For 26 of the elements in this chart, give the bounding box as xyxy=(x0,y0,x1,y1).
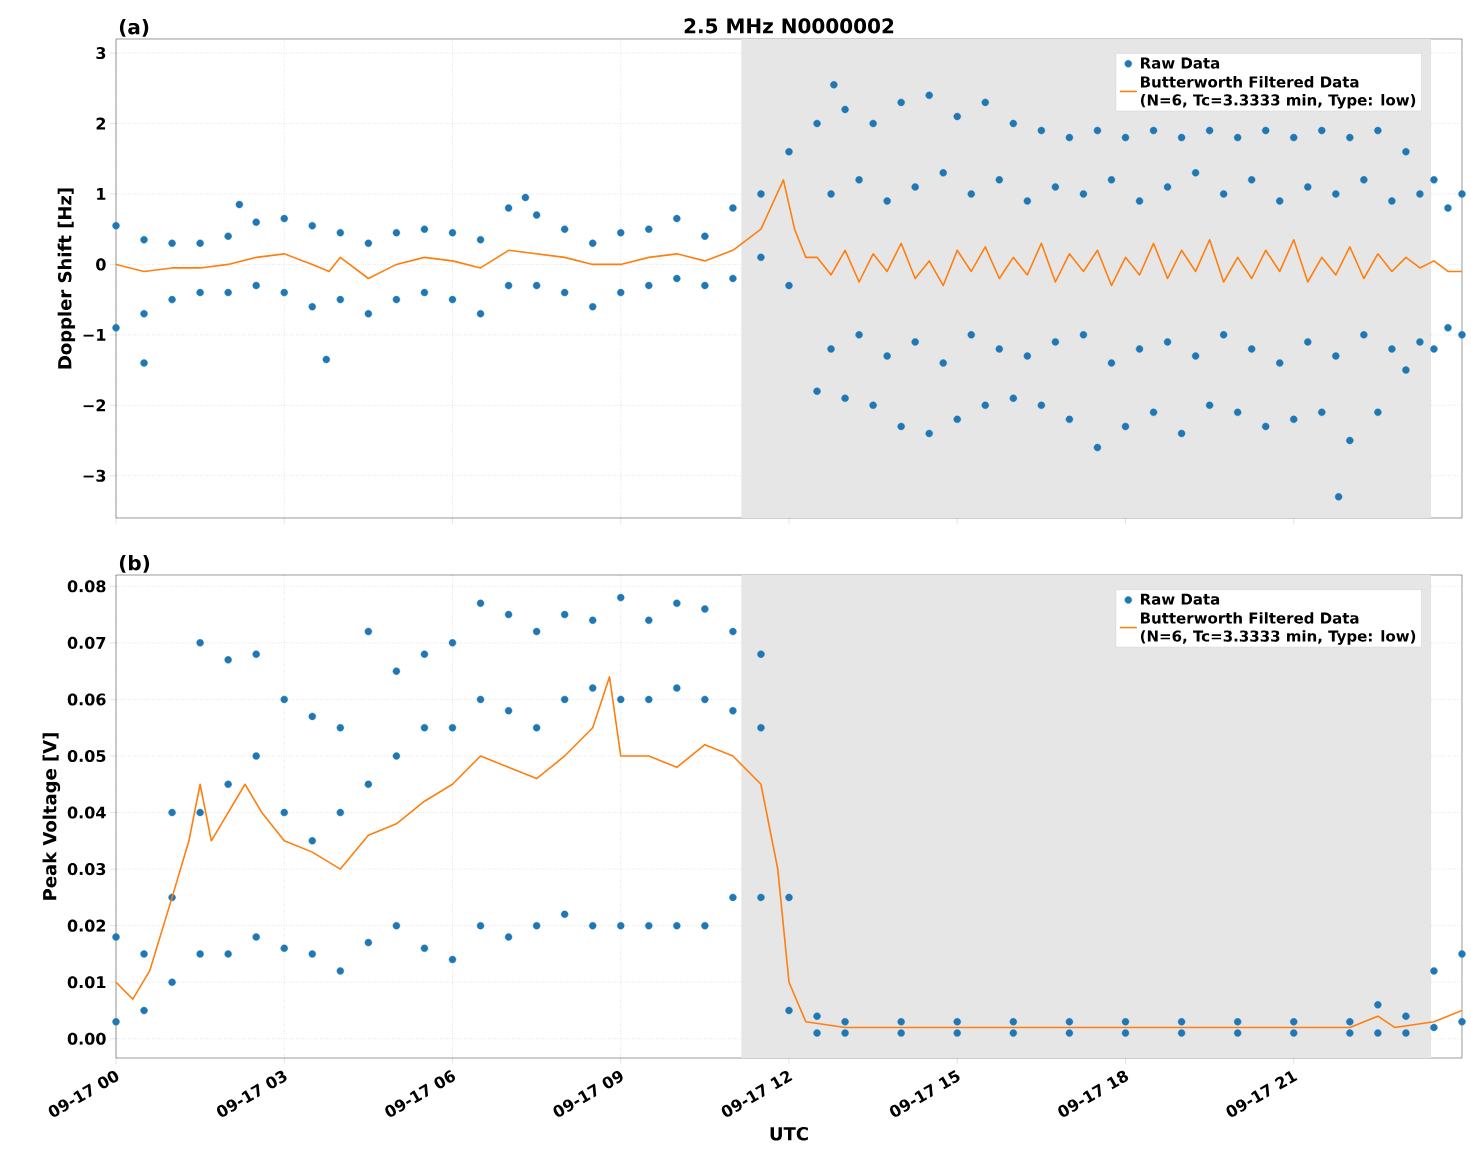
y-tick-label: 0 xyxy=(96,258,106,271)
y-tick-label: −2 xyxy=(83,399,106,412)
y-tick-label: 0.04 xyxy=(67,806,106,819)
legend-label: Butterworth Filtered Data (N=6, Tc=3.3333 min, Type: low) xyxy=(1140,76,1416,109)
y-tick-label: −3 xyxy=(83,469,106,482)
text: (a) xyxy=(119,18,149,37)
y-tick-label: 0.07 xyxy=(67,636,106,649)
y-axis-title: Doppler Shift [Hz] xyxy=(57,188,76,369)
y-axis-title: Peak Voltage [V] xyxy=(42,733,61,900)
legend-label: Raw Data xyxy=(1141,593,1220,605)
y-tick-label: 1 xyxy=(97,188,106,200)
y-tick-label: 2 xyxy=(96,117,106,130)
y-tick-label: 0.02 xyxy=(67,919,106,932)
text: (b) xyxy=(119,554,150,573)
y-tick-label: 3 xyxy=(96,47,106,60)
y-tick-label: 0.05 xyxy=(67,749,106,763)
y-tick-label: 0.06 xyxy=(67,693,106,706)
y-tick-label: 0.03 xyxy=(67,863,106,876)
y-tick-label: 0.00 xyxy=(67,1032,106,1045)
legend-label: Raw Data xyxy=(1141,57,1220,69)
y-tick-label: 0.08 xyxy=(67,580,106,593)
chart-title: 2.5 MHz N0000002 xyxy=(684,18,894,34)
x-axis-title: UTC xyxy=(770,1126,808,1141)
legend-label: Butterworth Filtered Data (N=6, Tc=3.3333 min, Type: low) xyxy=(1140,612,1416,645)
y-tick-label: 0.01 xyxy=(67,976,106,989)
y-tick-label: −1 xyxy=(83,329,106,341)
